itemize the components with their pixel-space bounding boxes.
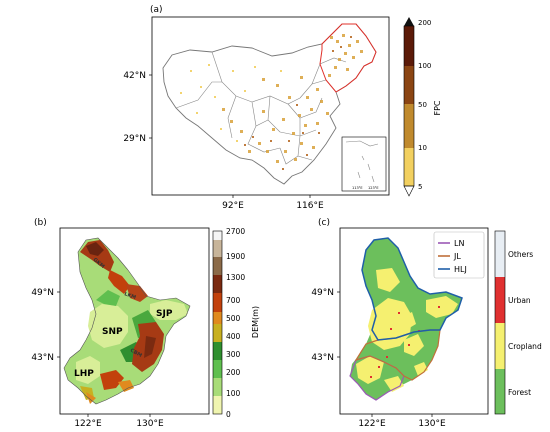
panel-a-lon-tick-1: 92°E — [222, 201, 244, 211]
region-label-lhp: LHP — [74, 369, 94, 379]
panel-b-lat-tick-2: 43°N — [31, 353, 54, 363]
panel-c-label: (c) — [318, 218, 330, 228]
dem-colorbar-title: DEM(m) — [251, 306, 260, 338]
panel-a-lat-tick-2: 29°N — [123, 134, 146, 144]
panel-a-lon-tick-2: 116°E — [296, 201, 324, 211]
panel-b-lon-tick-1: 122°E — [74, 419, 102, 429]
inset-lon-tick-2: 123°E — [368, 186, 379, 190]
landcover-label-forest: Forest — [508, 388, 531, 397]
landcover-label-others: Others — [508, 250, 533, 259]
panel-c-lat-tick-2: 43°N — [311, 353, 334, 363]
fpc-tick-5: 5 — [418, 183, 422, 191]
fpc-tick-10: 10 — [418, 144, 427, 152]
inset-lon-tick-1: 113°E — [352, 186, 363, 190]
fpc-tick-50: 50 — [418, 101, 427, 109]
dem-tick-0: 0 — [226, 410, 231, 419]
panel-c: (c) — [311, 218, 542, 429]
dem-tick-100: 100 — [226, 389, 241, 398]
songnen-plain — [88, 304, 128, 348]
fpc-colorbar: 200 100 50 10 5 FPC — [403, 17, 442, 197]
panel-b-lat-tick-1: 49°N — [31, 288, 54, 298]
fpc-tick-100: 100 — [418, 62, 431, 70]
dem-tick-1900: 1900 — [226, 252, 245, 261]
panel-b-label: (b) — [34, 218, 47, 228]
fpc-points — [180, 34, 363, 170]
sanjiang-plain — [150, 300, 188, 320]
panel-b-lon-tick-2: 130°E — [136, 419, 164, 429]
legend-label-jl: JL — [453, 252, 461, 261]
dem-colorbar: 2700 1900 1300 700 500 400 300 200 100 0… — [212, 227, 260, 419]
fpc-tick-200: 200 — [418, 19, 431, 27]
dem-tick-2700: 2700 — [226, 227, 245, 236]
dem-tick-200: 200 — [226, 368, 241, 377]
landcover-colorbar: Others Urban Cropland Forest — [494, 230, 542, 415]
dem-tick-300: 300 — [226, 350, 241, 359]
legend-label-ln: LN — [454, 239, 464, 248]
panel-c-lon-tick-2: 130°E — [418, 419, 446, 429]
inset-map: 113°E 123°E — [341, 136, 387, 192]
dem-tick-500: 500 — [226, 314, 241, 323]
province-legend: LN JL HLJ — [433, 231, 485, 279]
border-hlj — [361, 237, 463, 341]
panel-a-label: (a) — [150, 5, 163, 15]
dem-tick-400: 400 — [226, 332, 241, 341]
dem-tick-700: 700 — [226, 296, 241, 305]
panel-c-lon-tick-1: 122°E — [358, 419, 386, 429]
lesser-khingan-mountains — [126, 284, 148, 302]
panel-a: (a) — [123, 5, 442, 211]
region-label-cbm: CBM — [129, 348, 143, 359]
landcover-label-urban: Urban — [508, 296, 531, 305]
fpc-colorbar-title: FPC — [433, 100, 442, 115]
landcover-label-cropland: Cropland — [508, 342, 542, 351]
panel-a-lat-tick-1: 42°N — [123, 71, 146, 81]
region-label-sjp: SJP — [156, 309, 173, 319]
legend-label-hlj: HLJ — [454, 265, 467, 274]
region-label-snp: SNP — [102, 327, 123, 337]
northeast-region-outline — [319, 23, 377, 93]
panel-b: (b) GKM LKM — [31, 218, 260, 429]
region-label-lkm: LKM — [123, 291, 136, 301]
panel-c-lat-tick-1: 49°N — [311, 288, 334, 298]
dem-tick-1300: 1300 — [226, 273, 245, 282]
